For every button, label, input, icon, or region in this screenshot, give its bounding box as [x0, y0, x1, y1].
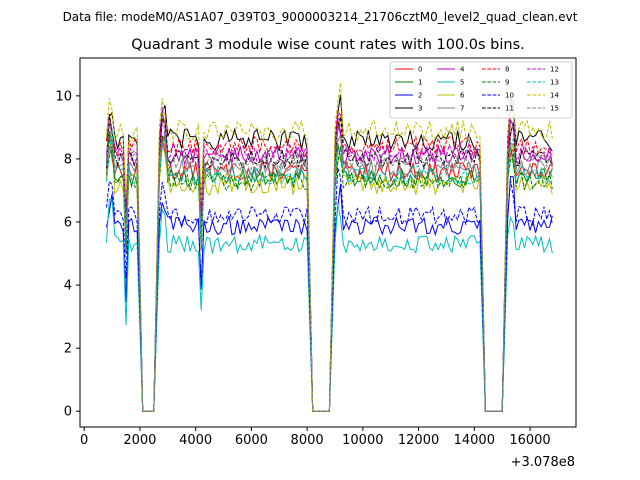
y-tick-label: 2 — [64, 342, 72, 357]
x-tick-label: 16000 — [509, 433, 550, 448]
series-line-10 — [106, 167, 553, 412]
series-line-4 — [106, 117, 553, 412]
x-axis: 0 2000 4000 6000 8000 10000 12000 14000 16000 — [80, 427, 551, 448]
legend-label-10: 10 — [505, 92, 514, 100]
legend-label-5: 5 — [460, 79, 464, 87]
series-line-8 — [106, 97, 553, 412]
x-tick-label: 0 — [80, 433, 88, 448]
series-line-7 — [106, 121, 553, 412]
legend-box — [389, 61, 573, 119]
series-line-13 — [106, 129, 553, 412]
legend-label-11: 11 — [505, 105, 514, 113]
legend-label-13: 13 — [550, 79, 559, 87]
y-tick-label: 4 — [64, 279, 72, 294]
figure-suptitle: Data file: modeM0/AS1A07_039T03_90000032… — [63, 10, 578, 24]
legend-label-14: 14 — [550, 92, 559, 100]
y-tick-label: 6 — [64, 216, 72, 231]
x-tick-label: 12000 — [398, 433, 439, 448]
series-line-6 — [106, 141, 553, 412]
legend-label-9: 9 — [505, 79, 509, 87]
y-tick-label: 0 — [64, 405, 72, 420]
x-tick-label: 4000 — [179, 433, 212, 448]
plot-frame — [79, 57, 577, 428]
x-tick-label: 8000 — [291, 433, 324, 448]
series-line-2 — [106, 175, 553, 412]
x-tick-label: 2000 — [123, 433, 156, 448]
series-line-12 — [106, 106, 553, 412]
y-tick-label: 8 — [64, 152, 72, 167]
legend-label-2: 2 — [418, 92, 422, 100]
plot-lines — [106, 82, 553, 412]
series-line-15 — [106, 119, 553, 412]
x-offset-label: +3.078e8 — [511, 455, 575, 470]
legend-label-6: 6 — [460, 92, 465, 100]
y-axis: 0 2 4 6 8 10 — [55, 89, 80, 420]
series-line-0 — [106, 120, 553, 412]
series-line-14 — [106, 82, 553, 412]
legend-label-4: 4 — [460, 66, 465, 74]
series-line-5 — [106, 198, 553, 412]
legend-label-0: 0 — [418, 66, 422, 74]
x-tick-label: 6000 — [235, 433, 268, 448]
legend-label-3: 3 — [418, 105, 422, 113]
x-tick-label: 14000 — [454, 433, 495, 448]
legend-label-12: 12 — [550, 66, 559, 74]
x-tick-label: 10000 — [342, 433, 383, 448]
y-tick-label: 10 — [55, 89, 72, 104]
legend-label-7: 7 — [460, 105, 464, 113]
legend-label-8: 8 — [505, 66, 509, 74]
legend-label-1: 1 — [418, 79, 422, 87]
legend-label-15: 15 — [550, 105, 559, 113]
chart-title: Quadrant 3 module wise count rates with … — [131, 37, 525, 53]
